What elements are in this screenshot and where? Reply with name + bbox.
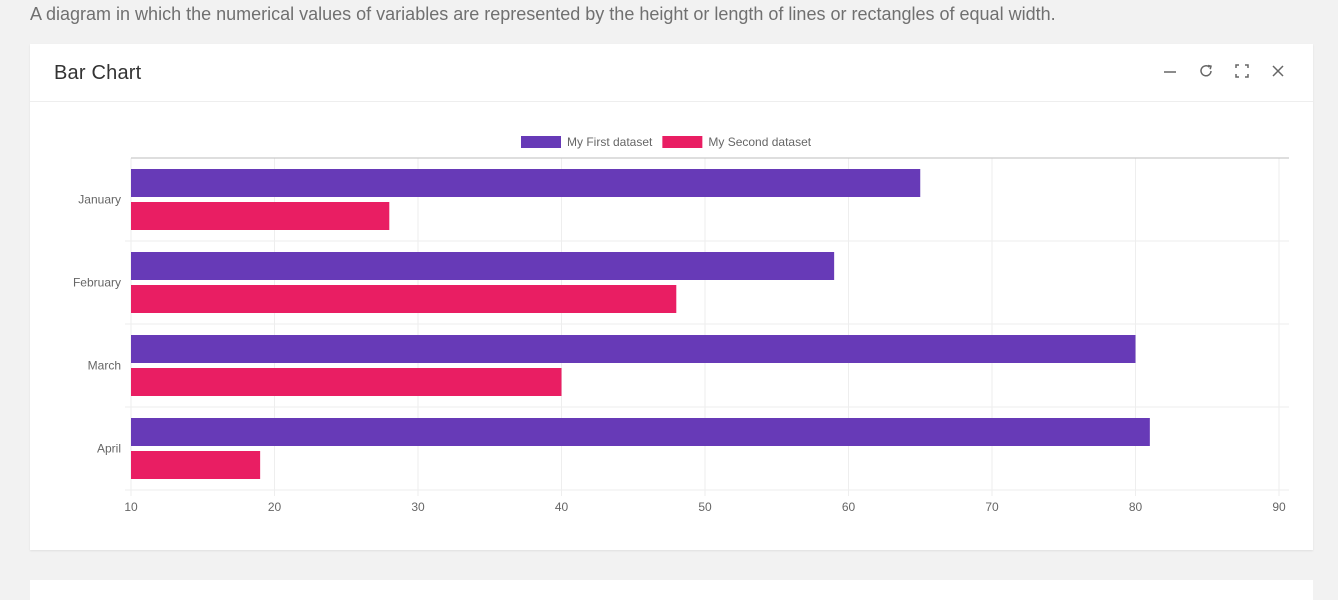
x-tick-label-2: 30 xyxy=(411,500,425,514)
card-title: Bar Chart xyxy=(54,62,142,84)
legend-swatch-1 xyxy=(521,136,561,148)
bar-2-february xyxy=(131,285,677,313)
card-header: Bar Chart xyxy=(30,44,1313,102)
bar-1-january xyxy=(131,169,921,197)
next-card xyxy=(30,580,1313,600)
bar-1-april xyxy=(131,418,1150,446)
bar-chart: January February March April 10 20 30 40 50 60 70 8… xyxy=(73,135,1289,514)
bar-chart-card: Bar Chart January Febr xyxy=(30,44,1313,550)
bar-1-march xyxy=(131,335,1136,363)
x-tick-label-8: 90 xyxy=(1272,500,1286,514)
x-tick-label-7: 80 xyxy=(1129,500,1143,514)
legend-label-1: My First dataset xyxy=(567,135,653,149)
category-label-january: January xyxy=(78,193,121,207)
category-label-march: March xyxy=(88,359,121,373)
page-description: A diagram in which the numerical values … xyxy=(30,4,1056,24)
close-icon[interactable] xyxy=(1267,60,1289,82)
refresh-icon[interactable] xyxy=(1195,60,1217,82)
legend-swatch-2 xyxy=(662,136,703,148)
category-label-april: April xyxy=(97,442,121,456)
x-tick-label-6: 70 xyxy=(985,500,999,514)
legend-label-2: My Second dataset xyxy=(708,135,811,149)
x-tick-label-5: 60 xyxy=(842,500,856,514)
bar-2-january xyxy=(131,202,390,230)
x-tick-label-0: 10 xyxy=(124,500,138,514)
bar-2-march xyxy=(131,368,562,396)
bar-1-february xyxy=(131,252,835,280)
fullscreen-icon[interactable] xyxy=(1231,60,1253,82)
minimize-icon[interactable] xyxy=(1159,60,1181,82)
x-tick-label-3: 40 xyxy=(555,500,569,514)
x-tick-label-4: 50 xyxy=(698,500,712,514)
category-label-february: February xyxy=(73,276,121,290)
bar-2-april xyxy=(131,451,261,479)
x-tick-label-1: 20 xyxy=(268,500,282,514)
card-tools xyxy=(1159,60,1289,82)
